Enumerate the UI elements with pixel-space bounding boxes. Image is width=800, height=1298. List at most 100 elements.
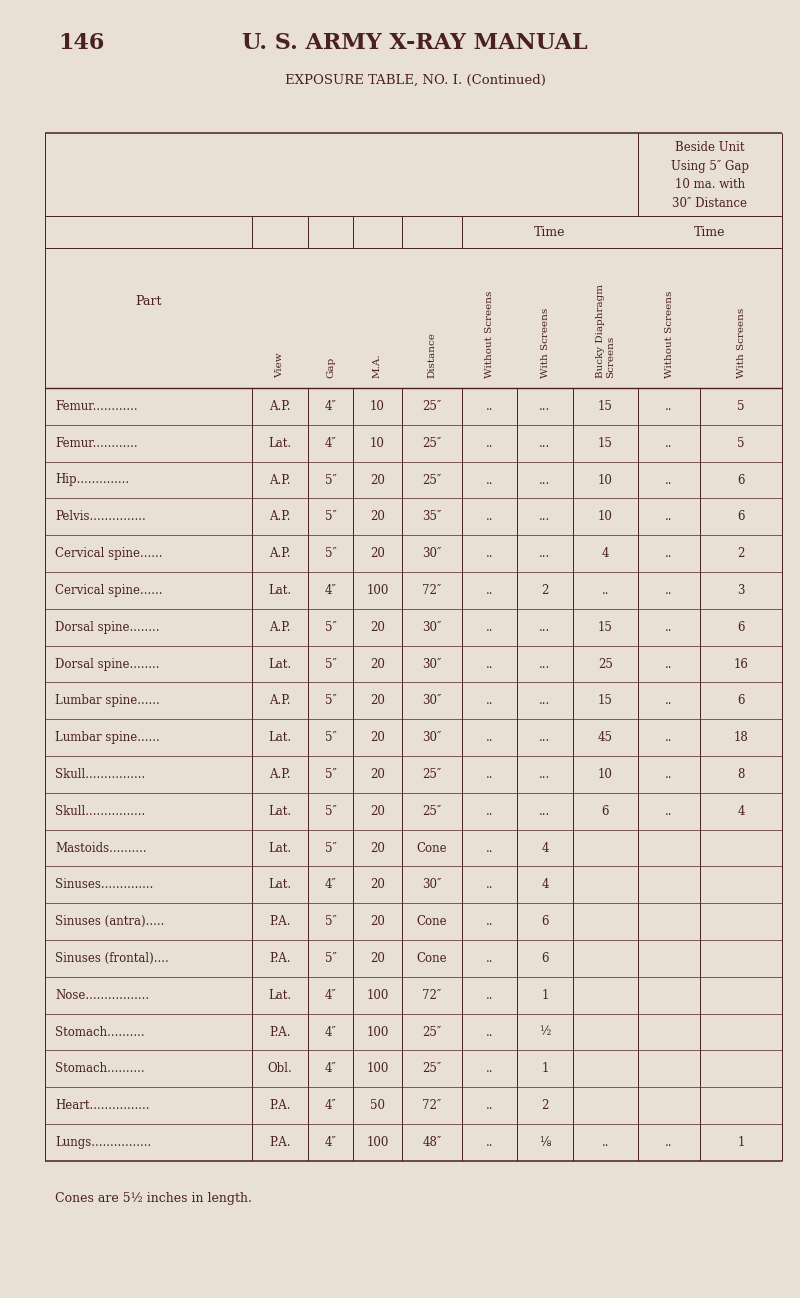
Text: Without Screens: Without Screens xyxy=(485,291,494,378)
Text: 10: 10 xyxy=(598,474,613,487)
Text: 30″: 30″ xyxy=(422,620,442,633)
Text: 15: 15 xyxy=(598,436,613,449)
Text: ...: ... xyxy=(539,510,550,523)
Text: Gap: Gap xyxy=(326,357,335,378)
Text: 20: 20 xyxy=(370,658,385,671)
Text: 4″: 4″ xyxy=(325,584,337,597)
Text: 4″: 4″ xyxy=(325,1136,337,1149)
Text: 5″: 5″ xyxy=(325,768,337,781)
Text: 16: 16 xyxy=(734,658,749,671)
Text: Without Screens: Without Screens xyxy=(665,291,674,378)
Text: 5″: 5″ xyxy=(325,658,337,671)
Text: 30″: 30″ xyxy=(422,658,442,671)
Text: 72″: 72″ xyxy=(422,989,442,1002)
Text: ..: .. xyxy=(486,805,494,818)
Text: 20: 20 xyxy=(370,731,385,744)
Text: Hip..............: Hip.............. xyxy=(55,474,129,487)
Text: ..: .. xyxy=(486,510,494,523)
Text: 30″: 30″ xyxy=(422,694,442,707)
Text: Stomach..........: Stomach.......... xyxy=(55,1025,145,1038)
Text: Sinuses..............: Sinuses.............. xyxy=(55,879,154,892)
Text: A.P.: A.P. xyxy=(270,400,290,413)
Text: 25″: 25″ xyxy=(422,1025,442,1038)
Text: ..: .. xyxy=(486,658,494,671)
Text: 20: 20 xyxy=(370,694,385,707)
Text: Lat.: Lat. xyxy=(269,989,291,1002)
Text: Mastoids..........: Mastoids.......... xyxy=(55,841,146,854)
Text: 6: 6 xyxy=(738,510,745,523)
Text: 30″: 30″ xyxy=(422,546,442,561)
Text: A.P.: A.P. xyxy=(270,620,290,633)
Text: Nose.................: Nose................. xyxy=(55,989,149,1002)
Text: 6: 6 xyxy=(542,915,549,928)
Text: P.A.: P.A. xyxy=(270,1099,290,1112)
Text: ..: .. xyxy=(666,805,673,818)
Text: P.A.: P.A. xyxy=(270,951,290,964)
Text: 6: 6 xyxy=(602,805,610,818)
Text: 18: 18 xyxy=(734,731,748,744)
Text: 4: 4 xyxy=(542,879,549,892)
Text: Cone: Cone xyxy=(417,841,447,854)
Text: Cone: Cone xyxy=(417,951,447,964)
Text: 25″: 25″ xyxy=(422,436,442,449)
Text: M.A.: M.A. xyxy=(373,353,382,378)
Text: 30″: 30″ xyxy=(422,731,442,744)
Text: Lumbar spine......: Lumbar spine...... xyxy=(55,731,160,744)
Text: P.A.: P.A. xyxy=(270,915,290,928)
Text: Skull................: Skull................ xyxy=(55,805,146,818)
Text: 5″: 5″ xyxy=(325,841,337,854)
Text: Lat.: Lat. xyxy=(269,731,291,744)
Text: ..: .. xyxy=(486,915,494,928)
Text: 10: 10 xyxy=(370,400,385,413)
Text: 15: 15 xyxy=(598,400,613,413)
Text: 5″: 5″ xyxy=(325,915,337,928)
Text: 10 ma. with: 10 ma. with xyxy=(675,178,745,191)
Text: ...: ... xyxy=(539,474,550,487)
Text: 4: 4 xyxy=(738,805,745,818)
Text: 8: 8 xyxy=(738,768,745,781)
Text: ..: .. xyxy=(666,584,673,597)
Text: With Screens: With Screens xyxy=(541,308,550,378)
Text: 25″: 25″ xyxy=(422,768,442,781)
Text: A.P.: A.P. xyxy=(270,546,290,561)
Text: 6: 6 xyxy=(738,474,745,487)
Text: View: View xyxy=(275,352,285,378)
Text: Dorsal spine........: Dorsal spine........ xyxy=(55,658,159,671)
Text: Sinuses (antra).....: Sinuses (antra)..... xyxy=(55,915,164,928)
Text: Lumbar spine......: Lumbar spine...... xyxy=(55,694,160,707)
Text: Lat.: Lat. xyxy=(269,436,291,449)
Text: Cervical spine......: Cervical spine...... xyxy=(55,584,162,597)
Text: Cone: Cone xyxy=(417,915,447,928)
Text: With Screens: With Screens xyxy=(737,308,746,378)
Text: ..: .. xyxy=(486,841,494,854)
Text: 20: 20 xyxy=(370,951,385,964)
Text: 4″: 4″ xyxy=(325,436,337,449)
Text: 20: 20 xyxy=(370,474,385,487)
Text: ..: .. xyxy=(486,879,494,892)
Text: 50: 50 xyxy=(370,1099,385,1112)
Text: EXPOSURE TABLE, NO. I. (Continued): EXPOSURE TABLE, NO. I. (Continued) xyxy=(285,74,546,87)
Text: 5: 5 xyxy=(738,436,745,449)
Text: Lat.: Lat. xyxy=(269,805,291,818)
Text: 5″: 5″ xyxy=(325,694,337,707)
Text: A.P.: A.P. xyxy=(270,474,290,487)
Text: 3: 3 xyxy=(738,584,745,597)
Text: U. S. ARMY X-RAY MANUAL: U. S. ARMY X-RAY MANUAL xyxy=(242,32,588,55)
Text: ..: .. xyxy=(666,620,673,633)
Text: ..: .. xyxy=(666,546,673,561)
Text: 72″: 72″ xyxy=(422,1099,442,1112)
Text: Time: Time xyxy=(534,226,566,239)
Text: 30″: 30″ xyxy=(422,879,442,892)
Text: 5″: 5″ xyxy=(325,510,337,523)
Text: ..: .. xyxy=(486,951,494,964)
Text: ..: .. xyxy=(486,1062,494,1075)
Text: ..: .. xyxy=(666,658,673,671)
Text: 100: 100 xyxy=(366,1062,389,1075)
Text: 2: 2 xyxy=(542,584,549,597)
Text: Stomach..........: Stomach.......... xyxy=(55,1062,145,1075)
Text: ...: ... xyxy=(539,620,550,633)
Text: ...: ... xyxy=(539,400,550,413)
Text: 20: 20 xyxy=(370,768,385,781)
Text: 10: 10 xyxy=(598,768,613,781)
Text: Femur............: Femur............ xyxy=(55,400,138,413)
